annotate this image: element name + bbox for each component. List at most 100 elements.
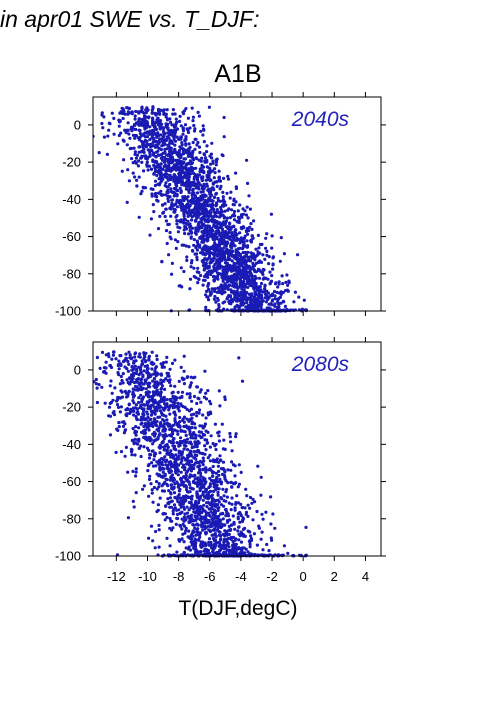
scatter-point (121, 381, 125, 385)
scatter-point (175, 480, 179, 484)
scatter-point (256, 464, 260, 468)
scatter-point (196, 450, 200, 454)
scatter-point (133, 117, 137, 121)
scatter-point (212, 297, 216, 301)
scatter-point (169, 205, 173, 209)
scatter-point (137, 365, 141, 369)
x-tick-label: 4 (362, 569, 369, 584)
scatter-point (211, 499, 215, 503)
scatter-point (177, 489, 181, 493)
scatter-point (184, 142, 188, 146)
scatter-point (259, 475, 263, 479)
scatter-point (90, 400, 93, 403)
scatter-point (100, 350, 105, 354)
scatter-point (165, 168, 170, 172)
scatter-point (172, 476, 176, 480)
scatter-point (186, 219, 190, 223)
scatter-point (137, 446, 141, 450)
scatter-point (149, 145, 153, 149)
scatter-point (215, 180, 219, 184)
scatter-point (133, 123, 137, 127)
scatter-point (259, 493, 263, 497)
scatter-point (247, 229, 251, 233)
scatter-point (158, 496, 162, 500)
scatter-point (146, 412, 150, 416)
scatter-point (205, 150, 209, 154)
scatter-point (166, 497, 170, 501)
scatter-point (195, 255, 199, 259)
scatter-point (194, 186, 198, 190)
scatter-point (204, 261, 208, 266)
scatter-point (159, 170, 163, 175)
scatter-point (147, 372, 151, 376)
scatter-point (221, 213, 225, 217)
scatter-point (265, 542, 269, 547)
scatter-point (167, 374, 171, 378)
scatter-point (265, 306, 269, 310)
scatter-point (222, 494, 226, 498)
scatter-point (217, 169, 221, 173)
scatter-point (230, 208, 234, 212)
scatter-point (182, 382, 186, 386)
scatter-point (160, 489, 165, 493)
scatter-point (179, 137, 183, 141)
scatter-point (119, 354, 123, 358)
scatter-point (161, 424, 165, 428)
scatter-point (240, 546, 244, 550)
scatter-point (271, 267, 275, 271)
scatter-point (133, 351, 138, 355)
scatter-point (170, 465, 174, 469)
scatter-point (210, 493, 214, 497)
scatter-point (101, 126, 105, 130)
scatter-point (164, 181, 168, 185)
scatter-point (201, 525, 205, 529)
scatter-point (184, 197, 188, 201)
scatter-point (236, 485, 240, 489)
scatter-point (193, 375, 197, 379)
scatter-point (121, 420, 125, 424)
scatter-point (143, 138, 147, 142)
scatter-point (115, 403, 120, 407)
scatter-point (217, 533, 221, 537)
scatter-point (183, 218, 188, 222)
scatter-point (272, 289, 277, 294)
scatter-point (138, 387, 142, 392)
scatter-point (259, 288, 263, 292)
scatter-point (156, 503, 160, 507)
scatter-point (165, 135, 169, 139)
scatter-point (186, 448, 190, 452)
scatter-point (207, 298, 211, 302)
x-tick-label: -4 (235, 569, 247, 584)
scatter-point (212, 470, 216, 474)
scatter-point (151, 158, 155, 162)
scatter-point (197, 397, 201, 401)
scatter-point (182, 415, 187, 419)
scatter-point (160, 122, 164, 126)
scatter-point (227, 235, 231, 239)
scatter-point (144, 387, 148, 391)
scatter-point (195, 401, 199, 406)
scatter-point (171, 453, 175, 457)
scatter-point (174, 246, 178, 250)
scatter-point (206, 456, 210, 460)
scatter-point (112, 410, 116, 414)
scatter-point (256, 250, 260, 254)
scatter-point (142, 424, 146, 429)
scatter-point (254, 281, 258, 286)
scatter-point (66, 386, 69, 389)
scatter-point (110, 357, 114, 361)
scatter-point (133, 133, 137, 138)
scatter-point (281, 290, 285, 295)
scatter-point (212, 279, 216, 283)
scatter-point (126, 121, 130, 125)
x-tick-label: -6 (204, 569, 216, 584)
scatter-point (160, 173, 164, 177)
scatter-point (206, 430, 210, 434)
scatter-point (163, 480, 167, 484)
scatter-point (176, 240, 180, 244)
scatter-point (179, 429, 183, 433)
scatter-point (205, 160, 209, 164)
scatter-point (163, 172, 167, 176)
scatter-point (178, 539, 182, 543)
scatter-point (213, 167, 217, 171)
